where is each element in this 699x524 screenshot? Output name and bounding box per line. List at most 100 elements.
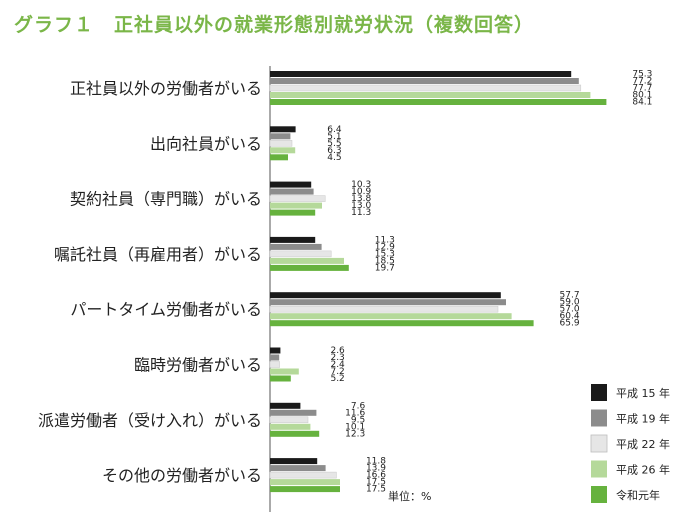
bar: [270, 458, 318, 465]
bar: [270, 479, 340, 486]
bar: [270, 402, 301, 409]
data-label: 11.3: [375, 235, 395, 245]
data-label: 65.9: [560, 319, 580, 329]
legend-swatch: [591, 409, 607, 427]
category-label: 嘱託社員（再雇用者）がいる: [54, 245, 262, 264]
bar: [270, 133, 291, 140]
bars: [269, 71, 607, 493]
bar: [270, 92, 591, 98]
bar: [270, 202, 322, 209]
bar: [270, 430, 320, 437]
data-label: 2.3: [330, 353, 344, 363]
data-label: 6.3: [327, 146, 341, 156]
data-label: 5.1: [327, 132, 341, 142]
data-label: 11.8: [366, 457, 386, 467]
bar: [270, 423, 311, 430]
data-label: 15.3: [375, 249, 395, 259]
bar: [270, 486, 340, 493]
data-label: 10.1: [345, 422, 365, 432]
data-label: 5.2: [330, 374, 344, 384]
bar: [270, 292, 501, 299]
data-label: 4.5: [327, 153, 341, 163]
data-label: 7.2: [330, 367, 344, 377]
data-label: 77.2: [632, 77, 652, 87]
bar: [269, 305, 499, 313]
data-label: 11.6: [345, 408, 365, 418]
data-label: 60.4: [560, 312, 580, 322]
bar: [270, 313, 512, 320]
bar: [270, 264, 349, 271]
data-label: 84.1: [632, 98, 652, 108]
legend-swatch: [590, 434, 608, 453]
data-label: 13.0: [351, 201, 371, 211]
bar: [270, 71, 572, 77]
data-label: 6.4: [327, 125, 342, 135]
legend-label: 平成 26 年: [616, 463, 670, 477]
bar: [270, 257, 344, 264]
data-label: 18.5: [375, 256, 395, 266]
data-label: 9.5: [351, 415, 365, 425]
data-label: 19.7: [375, 263, 395, 273]
data-label: 10.3: [351, 180, 371, 190]
data-label: 57.0: [560, 305, 580, 315]
category-label: 派遣労働者（受け入れ）がいる: [38, 411, 262, 430]
category-label: 出向社員がいる: [150, 134, 262, 153]
chart-title: グラフ１ 正社員以外の就業形態別就労状況（複数回答）: [14, 14, 535, 36]
value-labels: 75.377.277.780.184.16.45.15.56.34.510.31…: [327, 70, 652, 495]
bar: [270, 147, 296, 154]
data-label: 17.5: [366, 478, 386, 488]
data-label: 10.9: [351, 187, 371, 197]
data-label: 59.0: [560, 298, 580, 308]
bar: [269, 250, 332, 258]
legend-swatch: [591, 460, 607, 478]
data-label: 13.9: [366, 464, 386, 474]
data-label: 12.3: [345, 429, 365, 439]
category-labels: 正社員以外の労働者がいる出向社員がいる契約社員（専門職）がいる嘱託社員（再雇用者…: [38, 79, 262, 485]
bar: [270, 154, 288, 161]
bar: [269, 140, 293, 147]
bar: [270, 375, 291, 382]
data-label: 11.3: [351, 208, 371, 218]
bar: [270, 409, 317, 416]
data-label: 2.6: [330, 346, 345, 356]
bar: [270, 209, 316, 216]
data-label: 17.5: [366, 485, 386, 495]
data-label: 5.5: [327, 139, 341, 149]
bar: [270, 320, 534, 327]
bar: [270, 99, 607, 105]
legend-swatch: [591, 384, 607, 401]
legend-swatch: [591, 486, 607, 503]
bar: [270, 126, 296, 133]
bar: [269, 84, 582, 92]
bar: [269, 361, 280, 368]
bar: [270, 354, 280, 361]
category-label: 契約社員（専門職）がいる: [70, 190, 262, 209]
unit-label: 単位：%: [388, 489, 431, 503]
category-label: 臨時労働者がいる: [134, 356, 262, 375]
data-label: 7.6: [351, 401, 366, 411]
data-label: 16.6: [366, 471, 386, 481]
data-label: 80.1: [632, 91, 652, 101]
data-label: 57.7: [560, 291, 580, 301]
bar: [270, 347, 281, 354]
bar: [269, 416, 309, 424]
legend-label: 平成 15 年: [616, 386, 670, 400]
bar: [270, 78, 579, 84]
bar: [270, 188, 314, 195]
bar: [270, 299, 506, 306]
bar: [270, 368, 299, 375]
legend-label: 令和元年: [616, 488, 660, 502]
bar: [270, 465, 326, 472]
category-label: その他の労働者がいる: [102, 466, 262, 485]
category-label: パートタイム労働者がいる: [70, 300, 262, 319]
data-label: 13.8: [351, 194, 371, 204]
data-label: 2.4: [330, 360, 345, 370]
data-label: 12.9: [375, 242, 395, 252]
legend-label: 平成 19 年: [616, 412, 670, 426]
bar: [269, 471, 337, 479]
bar: [270, 181, 312, 188]
data-label: 75.3: [632, 70, 652, 80]
data-label: 77.7: [632, 84, 652, 94]
